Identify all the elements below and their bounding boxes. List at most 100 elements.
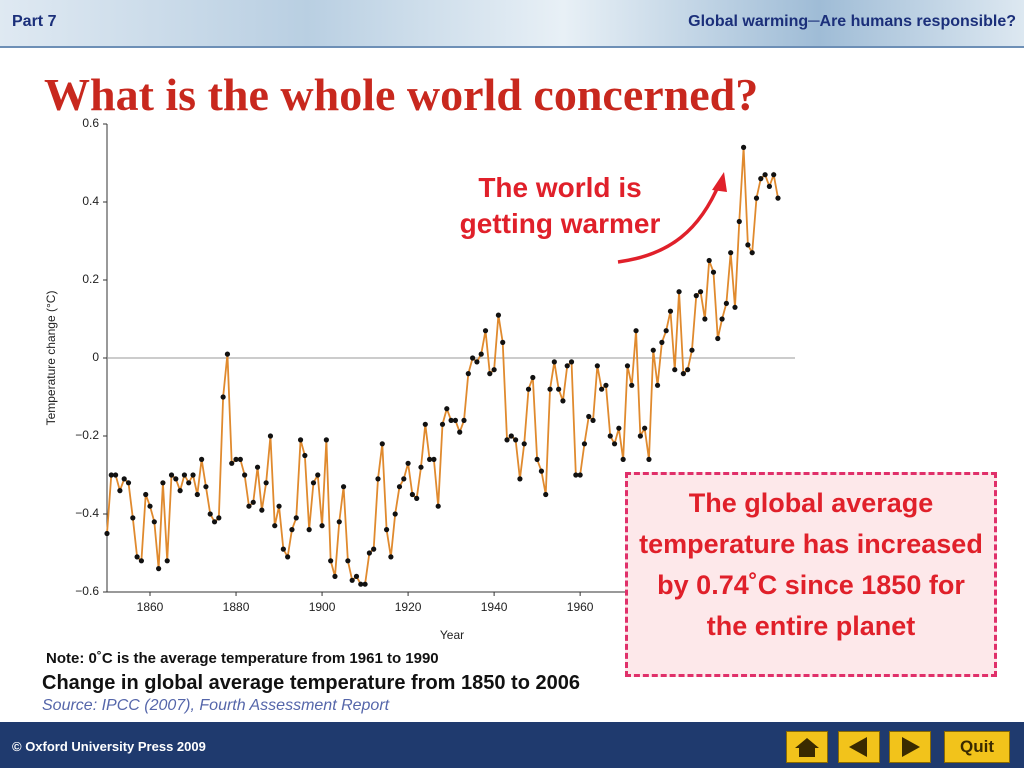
data-point: [293, 515, 299, 521]
data-point: [702, 316, 708, 322]
data-point: [340, 484, 347, 490]
x-axis-label: Year: [440, 628, 464, 642]
data-point: [457, 429, 463, 435]
data-point: [104, 530, 110, 537]
x-tick-label: 1880: [223, 600, 250, 614]
data-point: [659, 339, 665, 345]
y-axis-label: Temperature change (°C): [44, 291, 58, 426]
data-point: [173, 476, 179, 482]
data-point: [538, 468, 545, 474]
data-point: [564, 363, 570, 369]
data-point: [611, 441, 618, 447]
data-point: [392, 511, 398, 517]
data-point: [689, 347, 695, 353]
data-point: [366, 550, 372, 556]
data-point: [603, 382, 609, 388]
data-point: [650, 347, 656, 353]
data-point: [177, 488, 183, 494]
data-point: [629, 382, 635, 388]
data-point: [758, 176, 764, 182]
data-point: [181, 472, 188, 478]
data-point: [345, 558, 351, 564]
back-button[interactable]: [838, 731, 880, 763]
data-point: [771, 172, 777, 178]
data-point: [306, 527, 312, 533]
data-point: [577, 472, 583, 478]
data-point: [160, 480, 166, 486]
data-point: [693, 293, 699, 299]
data-point: [156, 566, 162, 572]
data-point: [766, 183, 772, 189]
data-point: [229, 460, 235, 466]
data-point: [719, 316, 725, 322]
data-point: [547, 386, 553, 392]
data-point: [289, 527, 295, 533]
data-point: [508, 433, 514, 439]
data-point: [315, 472, 321, 478]
data-point: [732, 304, 738, 310]
data-point: [121, 476, 127, 482]
home-button[interactable]: [786, 731, 828, 763]
x-tick-label: 1940: [481, 600, 508, 614]
arrow-head: [712, 172, 727, 192]
data-point: [616, 425, 622, 431]
data-point: [379, 441, 385, 447]
quit-button[interactable]: Quit: [944, 731, 1010, 763]
forward-button[interactable]: [889, 731, 931, 763]
data-point: [680, 371, 686, 377]
data-point: [203, 484, 209, 490]
data-point: [500, 339, 506, 345]
data-point: [199, 456, 205, 462]
data-point: [444, 406, 450, 412]
data-point: [220, 394, 226, 400]
data-point: [504, 437, 510, 443]
part-label: Part 7: [12, 13, 57, 30]
data-point: [323, 437, 329, 443]
data-point: [465, 371, 471, 377]
data-point: [168, 472, 175, 478]
data-point: [336, 519, 342, 525]
data-point: [620, 456, 626, 462]
data-point: [401, 476, 407, 482]
data-point: [654, 382, 661, 388]
data-point: [233, 456, 239, 462]
data-point: [435, 503, 441, 509]
data-point: [328, 558, 334, 564]
note: Note: 0˚C is the average temperature fro…: [46, 650, 439, 667]
data-point: [237, 456, 243, 462]
data-point: [125, 480, 132, 486]
data-point: [431, 456, 437, 462]
data-point: [521, 441, 527, 447]
data-point: [745, 242, 751, 248]
data-point: [534, 456, 540, 462]
data-point: [624, 363, 631, 369]
data-point: [513, 437, 519, 443]
data-point: [414, 495, 420, 501]
data-point: [685, 367, 691, 373]
data-point: [667, 308, 674, 314]
data-point: [775, 195, 781, 201]
data-point: [207, 511, 213, 517]
data-point: [663, 328, 669, 334]
data-point: [470, 355, 476, 361]
data-point: [706, 257, 712, 264]
data-point: [749, 250, 755, 256]
data-point: [517, 476, 523, 482]
data-point: [736, 218, 742, 225]
data-point: [130, 515, 136, 521]
source: Source: IPCC (2007), Fourth Assessment R…: [42, 697, 390, 714]
data-point: [697, 289, 704, 295]
data-point: [409, 491, 415, 498]
data-point: [117, 488, 123, 494]
topic-label: Global warming─Are humans responsible?: [688, 13, 1016, 30]
data-point: [272, 523, 278, 529]
copyright: © Oxford University Press 2009: [12, 739, 206, 754]
data-point: [740, 144, 747, 150]
data-point: [263, 480, 269, 486]
slide-title: What is the whole world concerned?: [44, 69, 759, 120]
data-point: [319, 523, 325, 529]
y-tick-label: 0.4: [82, 194, 99, 208]
data-point: [147, 503, 153, 509]
data-point: [246, 503, 252, 509]
